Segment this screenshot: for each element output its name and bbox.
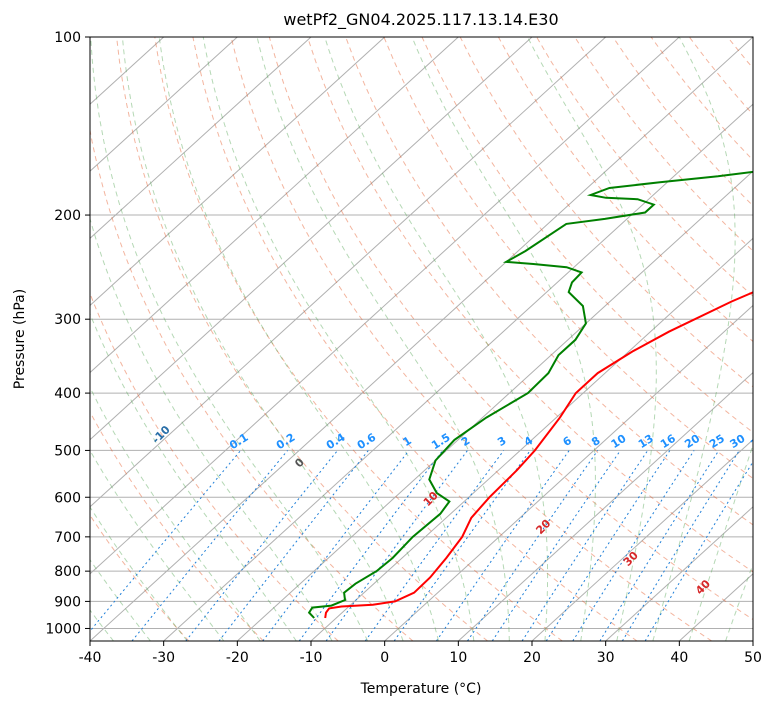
x-tick-label: 0 (380, 650, 389, 666)
x-tick-label: -10 (300, 650, 323, 666)
x-tick-label: 20 (523, 650, 541, 666)
x-tick-label: -40 (79, 650, 102, 666)
chart-title: wetPf2_GN04.2025.117.13.14.E30 (283, 10, 558, 30)
x-axis-label: Temperature (°C) (360, 681, 482, 697)
y-tick-label: 800 (54, 564, 81, 580)
y-tick-label: 500 (54, 443, 81, 459)
y-tick-label: 900 (54, 594, 81, 610)
x-tick-label: 50 (744, 650, 762, 666)
y-axis-label: Pressure (hPa) (12, 289, 28, 389)
x-tick-label: -30 (152, 650, 175, 666)
x-tick-label: 30 (597, 650, 615, 666)
y-tick-label: 100 (54, 30, 81, 46)
y-tick-label: 300 (54, 312, 81, 328)
y-tick-label: 1000 (45, 621, 81, 637)
x-tick-label: 10 (449, 650, 467, 666)
y-tick-label: 600 (54, 490, 81, 506)
y-tick-label: 700 (54, 530, 81, 546)
y-tick-label: 200 (54, 208, 81, 224)
x-tick-label: -20 (226, 650, 249, 666)
x-tick-label: 40 (670, 650, 688, 666)
y-tick-label: 400 (54, 386, 81, 402)
